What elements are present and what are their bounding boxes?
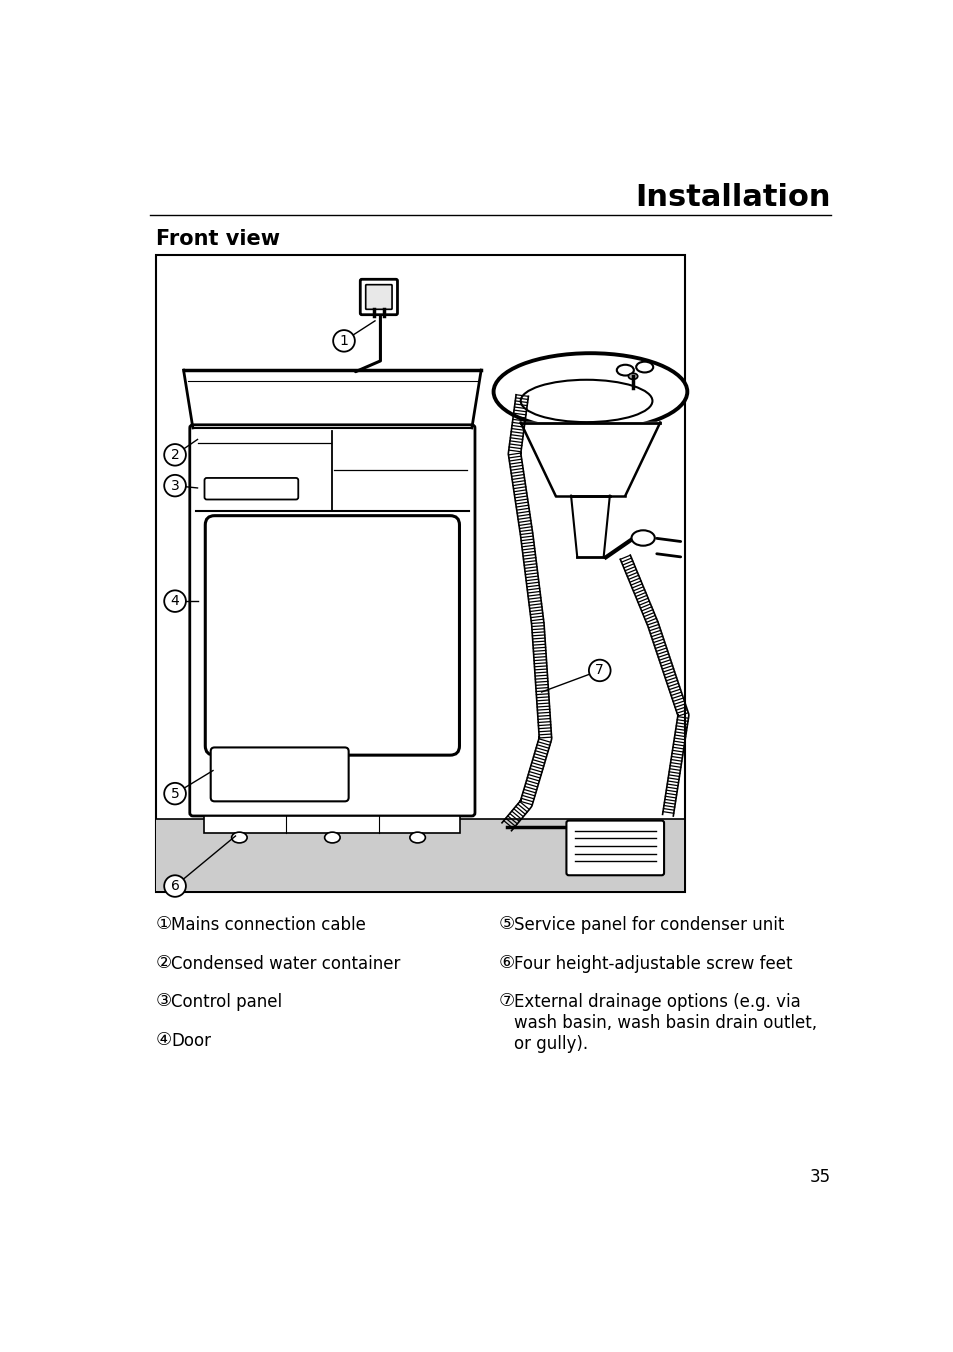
Ellipse shape: [631, 530, 654, 546]
Ellipse shape: [410, 831, 425, 842]
Polygon shape: [520, 422, 659, 496]
Text: Mains connection cable: Mains connection cable: [171, 917, 366, 934]
Bar: [204, 817, 459, 833]
FancyBboxPatch shape: [360, 280, 397, 315]
Bar: [156, 819, 683, 891]
Circle shape: [164, 475, 186, 496]
Circle shape: [164, 783, 186, 804]
Text: Four height-adjustable screw feet: Four height-adjustable screw feet: [514, 955, 792, 972]
FancyBboxPatch shape: [365, 285, 392, 310]
Ellipse shape: [617, 365, 633, 376]
Text: 6: 6: [171, 879, 179, 894]
Text: Installation: Installation: [635, 183, 830, 212]
Text: Service panel for condenser unit: Service panel for condenser unit: [514, 917, 784, 934]
Text: ⑦: ⑦: [498, 992, 515, 1010]
Polygon shape: [571, 496, 609, 557]
Bar: [155, 254, 684, 892]
Ellipse shape: [520, 380, 652, 422]
Text: ②: ②: [155, 953, 172, 972]
Text: ①: ①: [155, 915, 172, 933]
Circle shape: [333, 330, 355, 352]
Text: 2: 2: [171, 448, 179, 462]
Text: ⑤: ⑤: [498, 915, 515, 933]
Circle shape: [164, 591, 186, 612]
FancyBboxPatch shape: [211, 748, 348, 802]
Text: External drainage options (e.g. via
wash basin, wash basin drain outlet,
or gull: External drainage options (e.g. via wash…: [514, 994, 817, 1053]
Text: Control panel: Control panel: [171, 994, 282, 1011]
Ellipse shape: [628, 373, 637, 380]
Text: Door: Door: [171, 1032, 211, 1049]
Text: ⑥: ⑥: [498, 953, 515, 972]
FancyBboxPatch shape: [566, 821, 663, 875]
Text: 3: 3: [171, 479, 179, 492]
Text: 4: 4: [171, 594, 179, 608]
FancyBboxPatch shape: [190, 425, 475, 817]
Text: 7: 7: [595, 664, 603, 677]
FancyBboxPatch shape: [204, 479, 298, 499]
Ellipse shape: [636, 362, 653, 372]
Text: ④: ④: [155, 1030, 172, 1049]
Ellipse shape: [324, 831, 340, 842]
Ellipse shape: [493, 353, 686, 430]
Text: 35: 35: [809, 1168, 830, 1186]
Circle shape: [164, 875, 186, 896]
Text: Front view: Front view: [155, 230, 279, 249]
Text: 5: 5: [171, 787, 179, 800]
Text: 1: 1: [339, 334, 348, 347]
Ellipse shape: [232, 831, 247, 842]
Text: ③: ③: [155, 992, 172, 1010]
FancyBboxPatch shape: [205, 515, 459, 756]
Circle shape: [164, 443, 186, 465]
Text: Condensed water container: Condensed water container: [171, 955, 400, 972]
Polygon shape: [183, 370, 480, 427]
Circle shape: [588, 660, 610, 681]
